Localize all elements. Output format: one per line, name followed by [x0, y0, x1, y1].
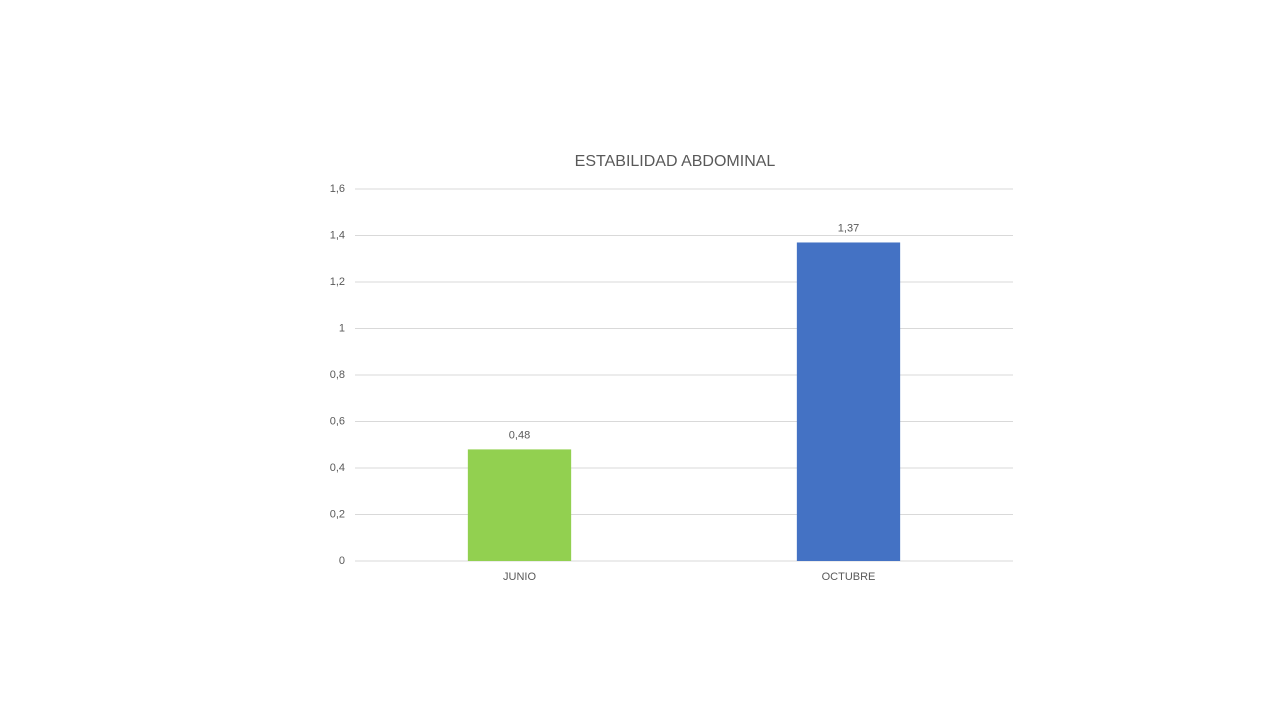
- bar: [796, 242, 901, 561]
- y-tick-label: 0,4: [330, 462, 345, 474]
- y-tick-label: 0,6: [330, 415, 345, 427]
- y-tick-label: 1,2: [330, 276, 345, 288]
- x-tick-label: JUNIO: [503, 571, 536, 583]
- y-tick-label: 1,4: [330, 229, 345, 241]
- bar: [467, 449, 572, 561]
- data-label: 1,37: [838, 222, 859, 234]
- data-label: 0,48: [509, 429, 530, 441]
- y-tick-label: 1,6: [330, 183, 345, 195]
- x-tick-label: OCTUBRE: [822, 571, 876, 583]
- y-tick-label: 0,8: [330, 369, 345, 381]
- y-tick-label: 1: [339, 322, 345, 334]
- y-tick-label: 0: [339, 555, 345, 567]
- y-tick-label: 0,2: [330, 508, 345, 520]
- chart-title: ESTABILIDAD ABDOMINAL: [575, 153, 776, 170]
